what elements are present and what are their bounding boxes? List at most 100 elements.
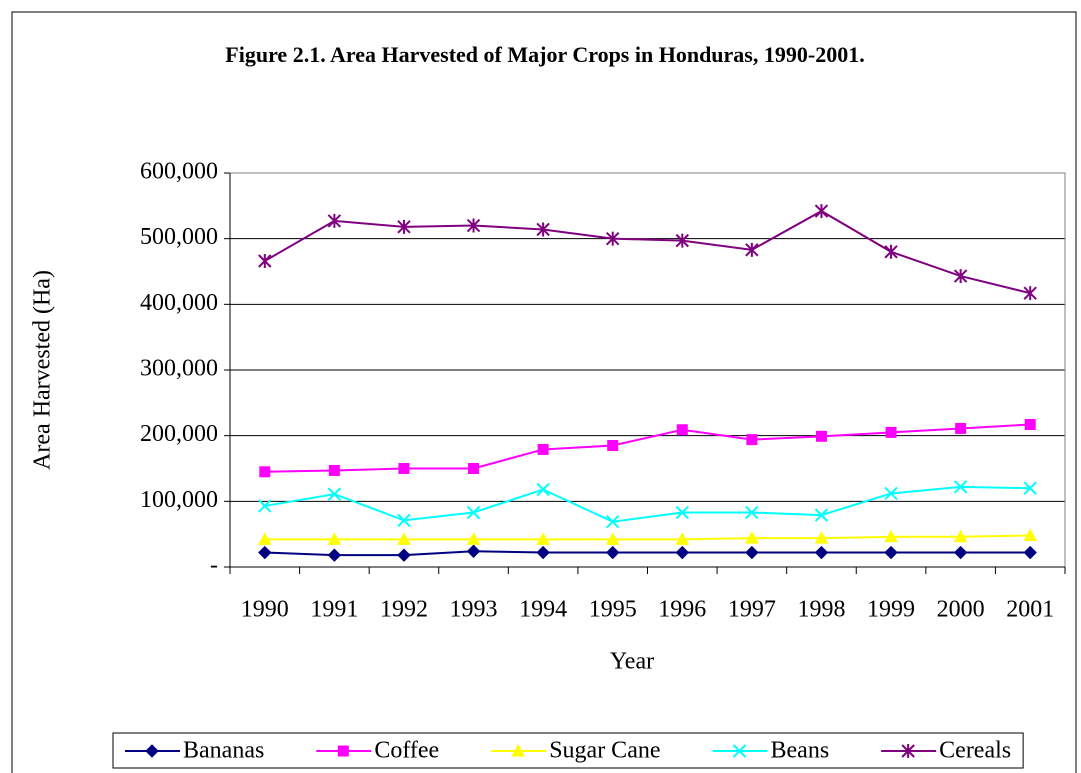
x-tick-label: 1990: [241, 597, 289, 623]
x-axis-label: Year: [610, 649, 654, 675]
marker: [537, 443, 549, 455]
marker: [732, 744, 747, 758]
marker: [953, 480, 968, 494]
legend-label: Beans: [771, 738, 830, 764]
x-tick-label: 2000: [937, 597, 985, 623]
marker: [884, 545, 898, 560]
marker: [605, 532, 620, 545]
x-tick-label: 1991: [310, 597, 358, 623]
marker: [466, 544, 481, 558]
marker: [884, 529, 898, 543]
marker: [1023, 528, 1038, 541]
y-tick-label: 200,000: [140, 421, 218, 447]
marker: [466, 532, 481, 545]
series-line: [264, 485, 1031, 523]
marker: [901, 744, 915, 758]
y-tick-label: 100,000: [140, 487, 218, 513]
marker: [327, 548, 342, 562]
marker: [397, 219, 411, 234]
marker: [746, 434, 758, 446]
marker: [745, 505, 759, 520]
marker: [885, 426, 897, 438]
marker: [536, 482, 550, 497]
marker: [397, 532, 411, 545]
y-tick-label: 300,000: [140, 356, 218, 382]
marker: [884, 244, 898, 259]
marker: [955, 422, 967, 434]
y-axis-label: Area Harvested (Ha): [30, 270, 56, 470]
marker: [675, 545, 689, 560]
y-tick-label: -: [210, 553, 218, 579]
marker: [814, 204, 829, 219]
y-tick-label: 600,000: [140, 159, 218, 185]
y-tick-label: 500,000: [140, 224, 218, 250]
marker: [745, 531, 759, 544]
legend-label: Bananas: [183, 738, 264, 764]
marker: [259, 466, 271, 478]
marker: [337, 745, 349, 757]
marker: [327, 487, 342, 501]
legend-box: [112, 732, 1024, 769]
marker: [1023, 481, 1037, 495]
marker: [258, 253, 272, 268]
marker: [466, 218, 481, 233]
x-tick-label: 1997: [728, 597, 776, 623]
legend-label: Sugar Cane: [549, 738, 660, 764]
marker: [953, 545, 968, 560]
marker: [327, 532, 342, 545]
chart-frame: [11, 11, 1077, 773]
marker: [536, 532, 550, 545]
series-line: [264, 209, 1031, 295]
series-line: [264, 550, 1031, 557]
marker: [675, 505, 689, 520]
marker: [327, 213, 342, 228]
legend: Bananas Coffee Sugar Cane Beans Cereals: [112, 732, 1024, 769]
marker: [745, 242, 759, 257]
x-tick-label: 1996: [658, 597, 706, 623]
marker: [257, 532, 272, 545]
y-tick-label: 400,000: [140, 290, 218, 316]
marker: [676, 424, 688, 436]
marker: [1023, 286, 1037, 301]
marker: [814, 531, 829, 544]
marker: [328, 464, 340, 476]
marker: [606, 231, 620, 246]
marker: [511, 743, 526, 757]
marker: [1023, 545, 1037, 560]
marker: [397, 548, 411, 562]
marker: [953, 269, 968, 284]
marker: [675, 233, 689, 248]
legend-label: Cereals: [939, 738, 1011, 764]
x-tick-label: 2001: [1006, 597, 1054, 623]
marker: [397, 513, 411, 528]
marker: [884, 486, 898, 501]
marker: [745, 545, 759, 560]
marker: [1024, 419, 1036, 431]
marker: [466, 505, 481, 520]
marker: [953, 529, 968, 543]
marker: [814, 545, 829, 560]
marker: [398, 463, 410, 474]
x-tick-label: 1993: [450, 597, 498, 623]
x-tick-label: 1999: [867, 597, 915, 623]
x-tick-label: 1995: [589, 597, 637, 623]
x-tick-label: 1994: [519, 597, 567, 623]
marker: [536, 545, 550, 560]
series-line: [264, 423, 1031, 473]
series-line: [264, 534, 1031, 541]
legend-label: Coffee: [374, 738, 439, 764]
x-tick-label: 1992: [380, 597, 428, 623]
marker: [814, 508, 829, 522]
x-tick-label: 1998: [797, 597, 845, 623]
marker: [607, 440, 619, 452]
marker: [145, 744, 159, 758]
marker: [536, 222, 550, 237]
marker: [468, 463, 480, 474]
chart-title: Figure 2.1. Area Harvested of Major Crop…: [225, 42, 864, 67]
marker: [258, 499, 272, 513]
marker: [815, 430, 827, 442]
marker: [258, 545, 272, 560]
marker: [675, 532, 690, 545]
marker: [606, 514, 620, 529]
